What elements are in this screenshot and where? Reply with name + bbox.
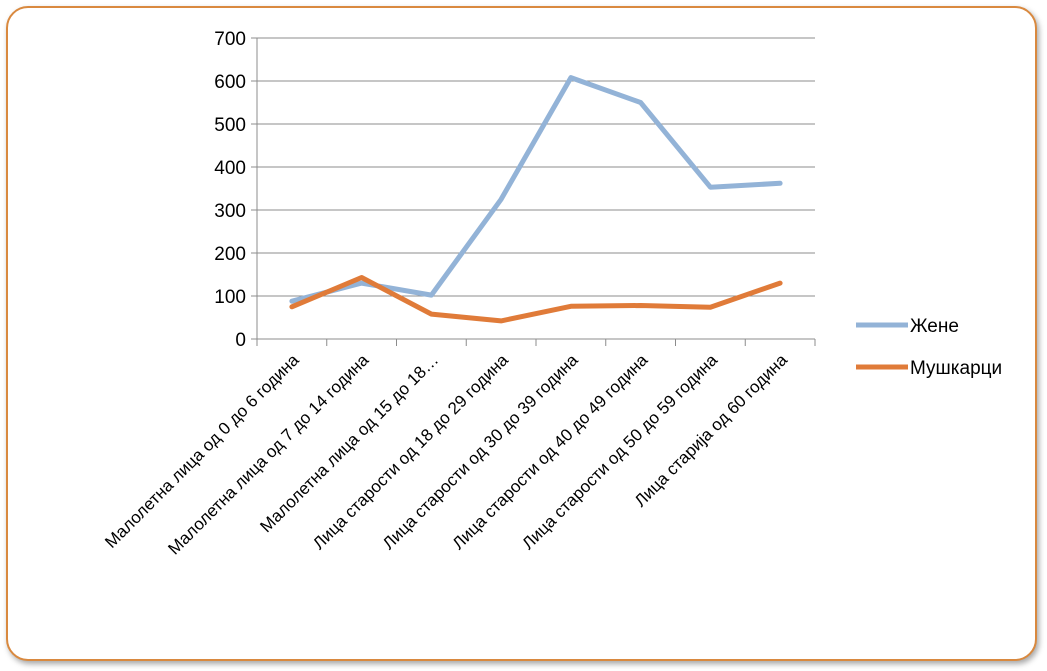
y-tick-label: 0	[235, 330, 246, 351]
x-tick-label: Лица старија од 60 година	[631, 350, 792, 511]
series-line-2	[289, 275, 783, 324]
y-tick-label: 200	[214, 244, 246, 265]
x-tick-labels: Малолетна лица од 0 до 6 годинаМалолетна…	[101, 350, 791, 558]
axes	[251, 37, 816, 346]
y-tick-label: 600	[214, 72, 246, 93]
y-tick-labels: 0 100 200 300 400 500 600 700	[214, 29, 246, 351]
chart-frame	[6, 6, 1037, 661]
y-tick-label: 400	[214, 158, 246, 179]
legend-label: Жене	[910, 316, 959, 337]
legend-label: Мушкарци	[910, 358, 1002, 379]
legend: Жене Мушкарци	[856, 316, 1002, 379]
series-line-1	[289, 75, 783, 304]
y-tick-label: 100	[214, 287, 246, 308]
y-tick-label: 300	[214, 201, 246, 222]
gridlines	[257, 37, 815, 297]
y-tick-label: 700	[214, 29, 246, 50]
series-lines	[289, 75, 783, 324]
y-tick-label: 500	[214, 115, 246, 136]
